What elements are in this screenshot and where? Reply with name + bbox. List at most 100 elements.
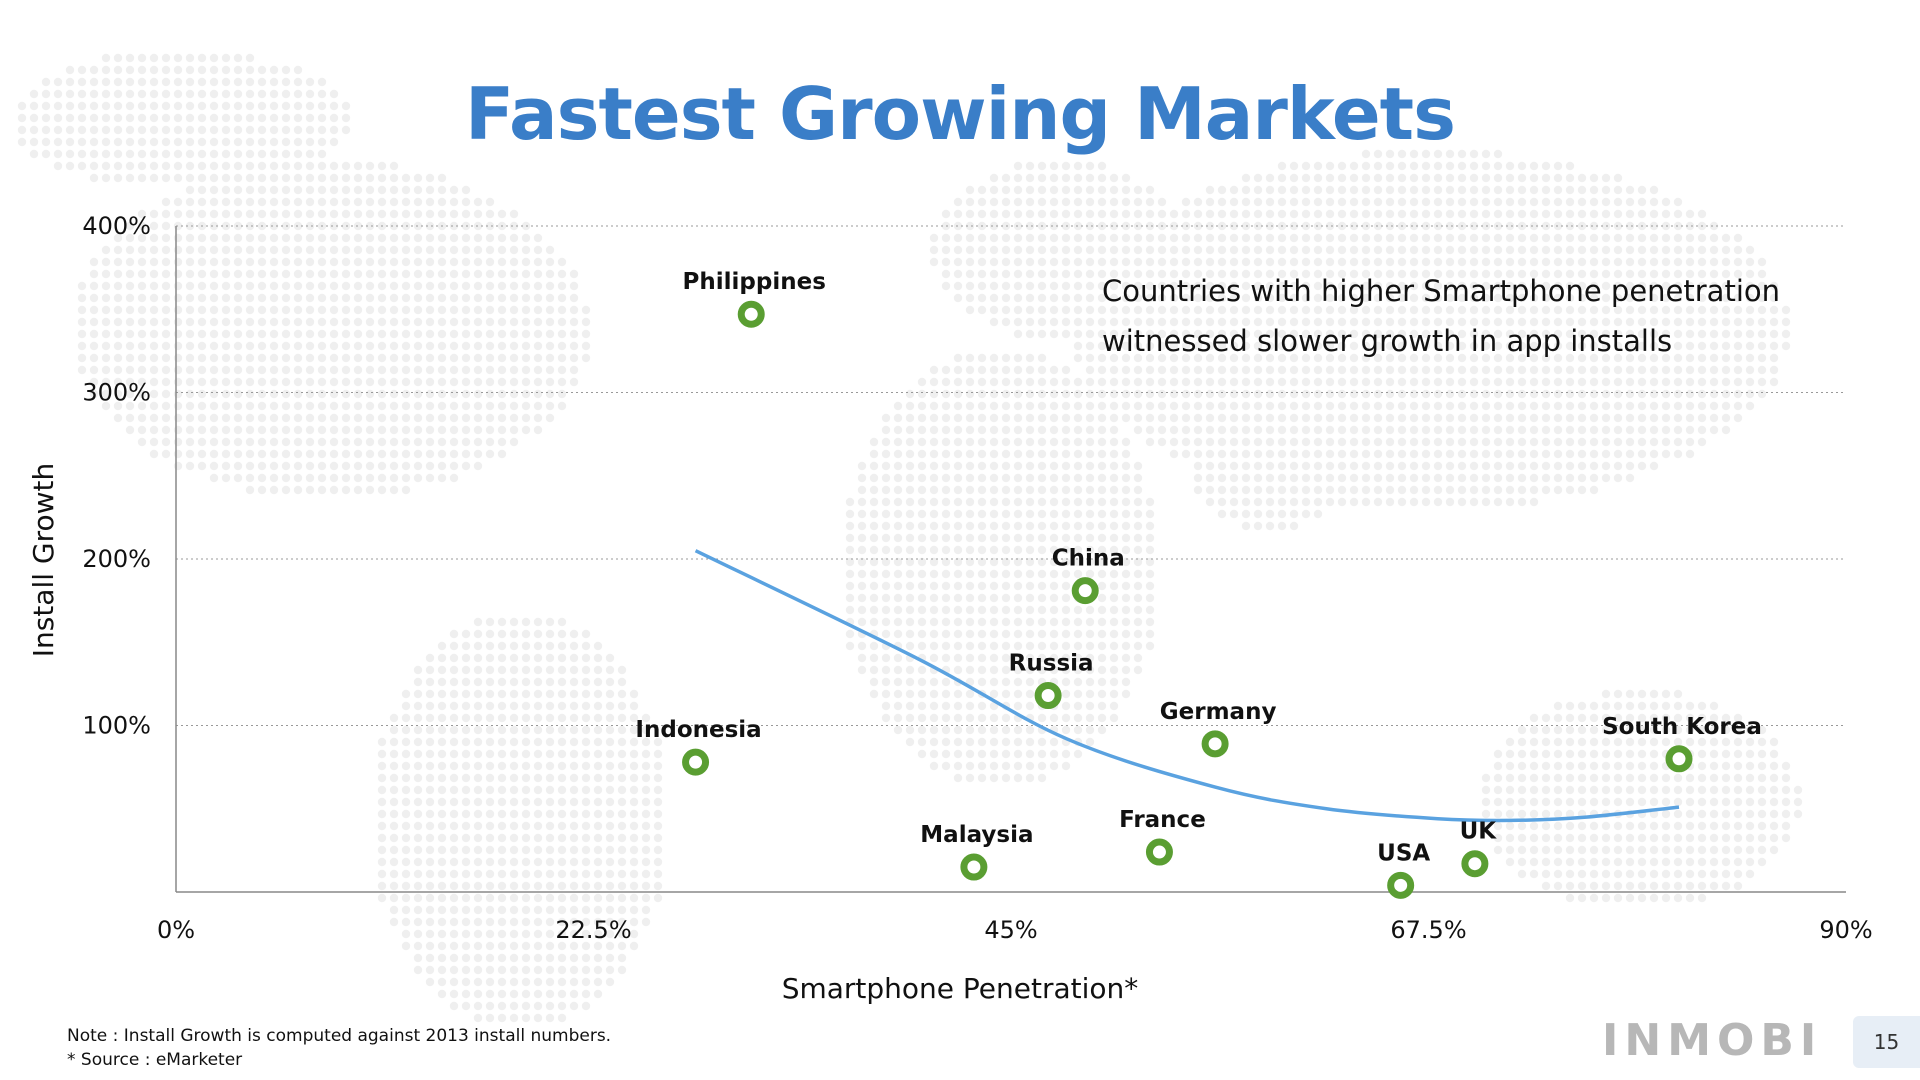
map-dot xyxy=(377,185,387,195)
map-dot xyxy=(1049,161,1059,171)
map-dot xyxy=(1073,269,1083,279)
map-dot xyxy=(341,173,351,183)
map-dot xyxy=(341,113,351,123)
map-dot xyxy=(1517,209,1527,219)
map-dot xyxy=(485,197,495,207)
map-dot xyxy=(1457,149,1467,159)
map-dot xyxy=(221,209,231,219)
map-dot xyxy=(173,65,183,75)
map-dot xyxy=(1253,185,1263,195)
map-dot xyxy=(1673,233,1683,243)
map-dot xyxy=(149,65,159,75)
map-dot xyxy=(1457,173,1467,183)
map-dot xyxy=(1517,197,1527,207)
map-dot xyxy=(1505,209,1515,219)
map-dot xyxy=(209,257,219,267)
map-dot xyxy=(1289,245,1299,255)
map-dot xyxy=(1217,257,1227,267)
map-dot xyxy=(137,149,147,159)
map-dot xyxy=(437,269,447,279)
data-point xyxy=(960,853,988,881)
map-dot xyxy=(1013,245,1023,255)
map-dot xyxy=(233,149,243,159)
map-dot xyxy=(281,233,291,243)
map-dot xyxy=(1133,233,1143,243)
map-dot xyxy=(1253,269,1263,279)
map-dot xyxy=(1409,173,1419,183)
map-dot xyxy=(1541,197,1551,207)
map-dot xyxy=(221,257,231,267)
map-dot xyxy=(1649,245,1659,255)
map-dot xyxy=(989,197,999,207)
map-dot xyxy=(989,245,999,255)
map-dot xyxy=(329,137,339,147)
map-dot xyxy=(449,197,459,207)
map-dot xyxy=(1649,221,1659,231)
map-dot xyxy=(293,245,303,255)
map-dot xyxy=(1541,161,1551,171)
map-dot xyxy=(1433,161,1443,171)
map-dot xyxy=(245,257,255,267)
map-dot xyxy=(1349,245,1359,255)
map-dot xyxy=(329,173,339,183)
map-dot xyxy=(293,77,303,87)
map-dot xyxy=(1493,257,1503,267)
map-dot xyxy=(89,173,99,183)
map-dot xyxy=(293,161,303,171)
data-point xyxy=(1665,745,1693,773)
map-dot xyxy=(209,65,219,75)
map-dot xyxy=(101,161,111,171)
map-dot xyxy=(1241,209,1251,219)
map-dot xyxy=(1565,173,1575,183)
map-dot xyxy=(1025,257,1035,267)
map-dot xyxy=(149,113,159,123)
map-dot xyxy=(173,197,183,207)
map-dot xyxy=(377,173,387,183)
map-dot xyxy=(1481,197,1491,207)
map-dot xyxy=(1529,245,1539,255)
map-dot xyxy=(365,233,375,243)
map-dot xyxy=(1085,161,1095,171)
map-dot xyxy=(1061,269,1071,279)
map-dot xyxy=(1517,257,1527,267)
map-dot xyxy=(485,269,495,279)
map-dot xyxy=(989,209,999,219)
map-dot xyxy=(281,137,291,147)
map-dot xyxy=(1565,197,1575,207)
map-dot xyxy=(1109,257,1119,267)
map-dot xyxy=(161,137,171,147)
map-dot xyxy=(149,125,159,135)
map-dot xyxy=(1421,197,1431,207)
data-point-label: UK xyxy=(1460,819,1498,845)
map-dot xyxy=(1445,173,1455,183)
map-dot xyxy=(1049,209,1059,219)
map-dot xyxy=(77,125,87,135)
map-dot xyxy=(1385,233,1395,243)
map-dot xyxy=(533,233,543,243)
map-dot xyxy=(1529,173,1539,183)
map-dot xyxy=(401,245,411,255)
map-dot xyxy=(113,257,123,267)
map-dot xyxy=(305,161,315,171)
map-dot xyxy=(497,257,507,267)
map-dot xyxy=(1109,209,1119,219)
map-dot xyxy=(161,257,171,267)
map-dot xyxy=(1253,197,1263,207)
map-dot xyxy=(1637,185,1647,195)
map-dot xyxy=(1721,245,1731,255)
map-dot xyxy=(1025,221,1035,231)
map-dot xyxy=(1649,197,1659,207)
map-dot xyxy=(281,185,291,195)
map-dot xyxy=(1469,233,1479,243)
map-dot xyxy=(209,209,219,219)
map-dot xyxy=(221,77,231,87)
map-dot xyxy=(1421,173,1431,183)
map-dot xyxy=(1013,233,1023,243)
map-dot xyxy=(125,101,135,111)
data-point xyxy=(682,748,710,776)
map-dot xyxy=(1169,269,1179,279)
map-dot xyxy=(1073,161,1083,171)
map-dot xyxy=(1265,269,1275,279)
map-dot xyxy=(1277,173,1287,183)
